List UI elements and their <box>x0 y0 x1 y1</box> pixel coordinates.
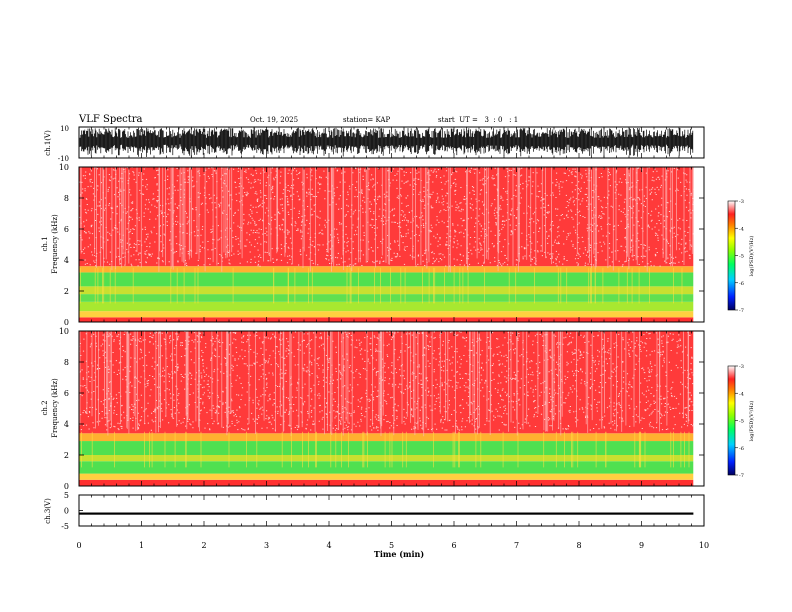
spectrogram-yellow-streaks <box>80 267 683 304</box>
waveform-ch1-signal <box>79 127 694 158</box>
xtick-label: 7 <box>514 541 519 550</box>
date-label: Oct. 19, 2025 <box>250 116 298 124</box>
ytick-label: 6 <box>64 225 69 234</box>
spectrogram-band <box>79 311 694 318</box>
spectrogram-ch1-ylabel-frequency: Frequency (kHz) <box>51 214 59 274</box>
spectrogram-band <box>79 433 694 442</box>
ytick-label: -5 <box>61 522 69 531</box>
spectrogram-band <box>79 266 694 273</box>
spectrogram-ch1-ylabel-channel: ch.1 <box>41 236 49 251</box>
colorbar-ch2-gradient <box>727 365 736 476</box>
colorbar-tick-label: -7 <box>739 473 744 479</box>
waveform-ch1-tick-bottom: -10 <box>58 155 69 163</box>
colorbar-ch1-label: log(PSD)(V²/Hz) <box>748 236 755 277</box>
colorbar-tick-label: -7 <box>739 308 744 314</box>
waveform-trace-ch1 <box>79 127 694 158</box>
ytick-label: 8 <box>64 194 69 203</box>
spectrogram-ch1-yticks: 0 2 4 6 8 10 <box>59 163 704 327</box>
spectrogram-band <box>79 294 694 302</box>
spectrogram-yellow-streaks <box>81 431 690 468</box>
ytick-label: 10 <box>59 327 69 336</box>
colorbar-tick-label: -4 <box>739 226 744 232</box>
ytick-label: 0 <box>64 318 69 327</box>
spectrogram-band <box>79 441 694 455</box>
spectrogram-empty-region <box>693 167 704 322</box>
colorbar-tick-label: -6 <box>739 446 744 452</box>
spectrogram-panel-ch1: 0 2 4 6 8 10 ch.1 Frequency (kHz) <box>41 163 705 327</box>
colorbar-ch2-label: log(PSD)(V²/Hz) <box>748 401 755 442</box>
spectrogram-band <box>79 479 694 486</box>
ytick-label: 0 <box>64 507 69 516</box>
spectrogram-band <box>79 272 694 287</box>
xtick-label: 3 <box>264 541 269 550</box>
colorbar-tick-label: -5 <box>739 254 744 260</box>
ytick-label: 10 <box>59 163 69 172</box>
colorbar-ch1-gradient <box>727 200 736 311</box>
ytick-label: 2 <box>64 451 69 460</box>
spectrogram-band <box>79 286 694 295</box>
colorbar-ch2: -3 -4 -5 -6 -7 log(PSD)(V²/Hz) <box>727 364 755 479</box>
xtick-label: 6 <box>451 541 456 550</box>
start-ut-label: start UT = 3 : 0 : 1 <box>438 116 518 124</box>
colorbar-tick-label: -5 <box>739 419 744 425</box>
xtick-label: 8 <box>576 541 581 550</box>
ytick-label: 2 <box>64 287 69 296</box>
spectrogram-band <box>79 473 694 480</box>
waveform-panel-ch3: 5 0 -5 ch.3(V) <box>44 491 705 531</box>
spectrogram-image-ch1 <box>79 167 704 322</box>
xtick-label: 10 <box>699 541 709 550</box>
colorbar-ch2-ticks: -3 -4 -5 -6 -7 <box>735 364 744 479</box>
ytick-label: 8 <box>64 358 69 367</box>
xtick-label: 0 <box>76 541 81 550</box>
spectrogram-band <box>79 317 694 322</box>
xtick-label: 1 <box>139 541 144 550</box>
colorbar-tick-label: -3 <box>739 364 744 370</box>
spectrogram-band <box>79 331 694 434</box>
xtick-label: 9 <box>639 541 644 550</box>
xtick-label: 2 <box>201 541 206 550</box>
time-axis: 0 1 2 3 4 5 6 7 8 9 10 <box>76 127 709 550</box>
ytick-label: 5 <box>64 491 69 500</box>
time-axis-label: Time (min) <box>374 549 424 559</box>
ytick-label: 6 <box>64 389 69 398</box>
station-label: station= KAP <box>343 116 390 124</box>
spectrogram-panel-ch2: 0 2 4 6 8 10 ch.2 Frequency (kHz) <box>41 327 705 491</box>
spectrogram-band <box>79 301 694 312</box>
xtick-label: 4 <box>326 541 331 550</box>
colorbar-tick-label: -6 <box>739 281 744 287</box>
xtick-label: 5 <box>389 541 394 550</box>
colorbar-ch1: -3 -4 -5 -6 -7 log(PSD)(V²/Hz) <box>727 199 755 314</box>
waveform-ch1-ylabel: ch.1(V) <box>44 130 52 156</box>
spectrogram-empty-region <box>693 331 704 486</box>
spectrogram-ch2-ylabel-channel: ch.2 <box>41 400 49 415</box>
ytick-label: 4 <box>64 420 69 429</box>
chart-title: VLF Spectra <box>78 114 143 125</box>
colorbar-tick-label: -3 <box>739 199 744 205</box>
spectrogram-band <box>79 461 694 474</box>
waveform-ch3-ylabel: ch.3(V) <box>44 498 52 524</box>
waveform-ch3-yticks: 5 0 -5 <box>61 491 83 531</box>
spectrogram-ch2-yticks: 0 2 4 6 8 10 <box>59 327 704 491</box>
spectrogram-streaks <box>80 167 693 273</box>
waveform-trace-ch3 <box>79 512 694 515</box>
spectrogram-ch2-ylabel-frequency: Frequency (kHz) <box>51 378 59 438</box>
ytick-label: 4 <box>64 256 69 265</box>
ytick-label: 0 <box>64 482 69 491</box>
colorbar-ch1-ticks: -3 -4 -5 -6 -7 <box>735 199 744 314</box>
colorbar-tick-label: -4 <box>739 391 744 397</box>
spectrogram-band <box>79 455 694 462</box>
spectrogram-streaks <box>79 331 689 437</box>
spectrogram-image-ch2 <box>79 331 704 486</box>
waveform-ch1-tick-top: 10 <box>60 125 69 133</box>
waveform-panel-ch1: 10 -10 ch.1(V) <box>44 125 705 163</box>
